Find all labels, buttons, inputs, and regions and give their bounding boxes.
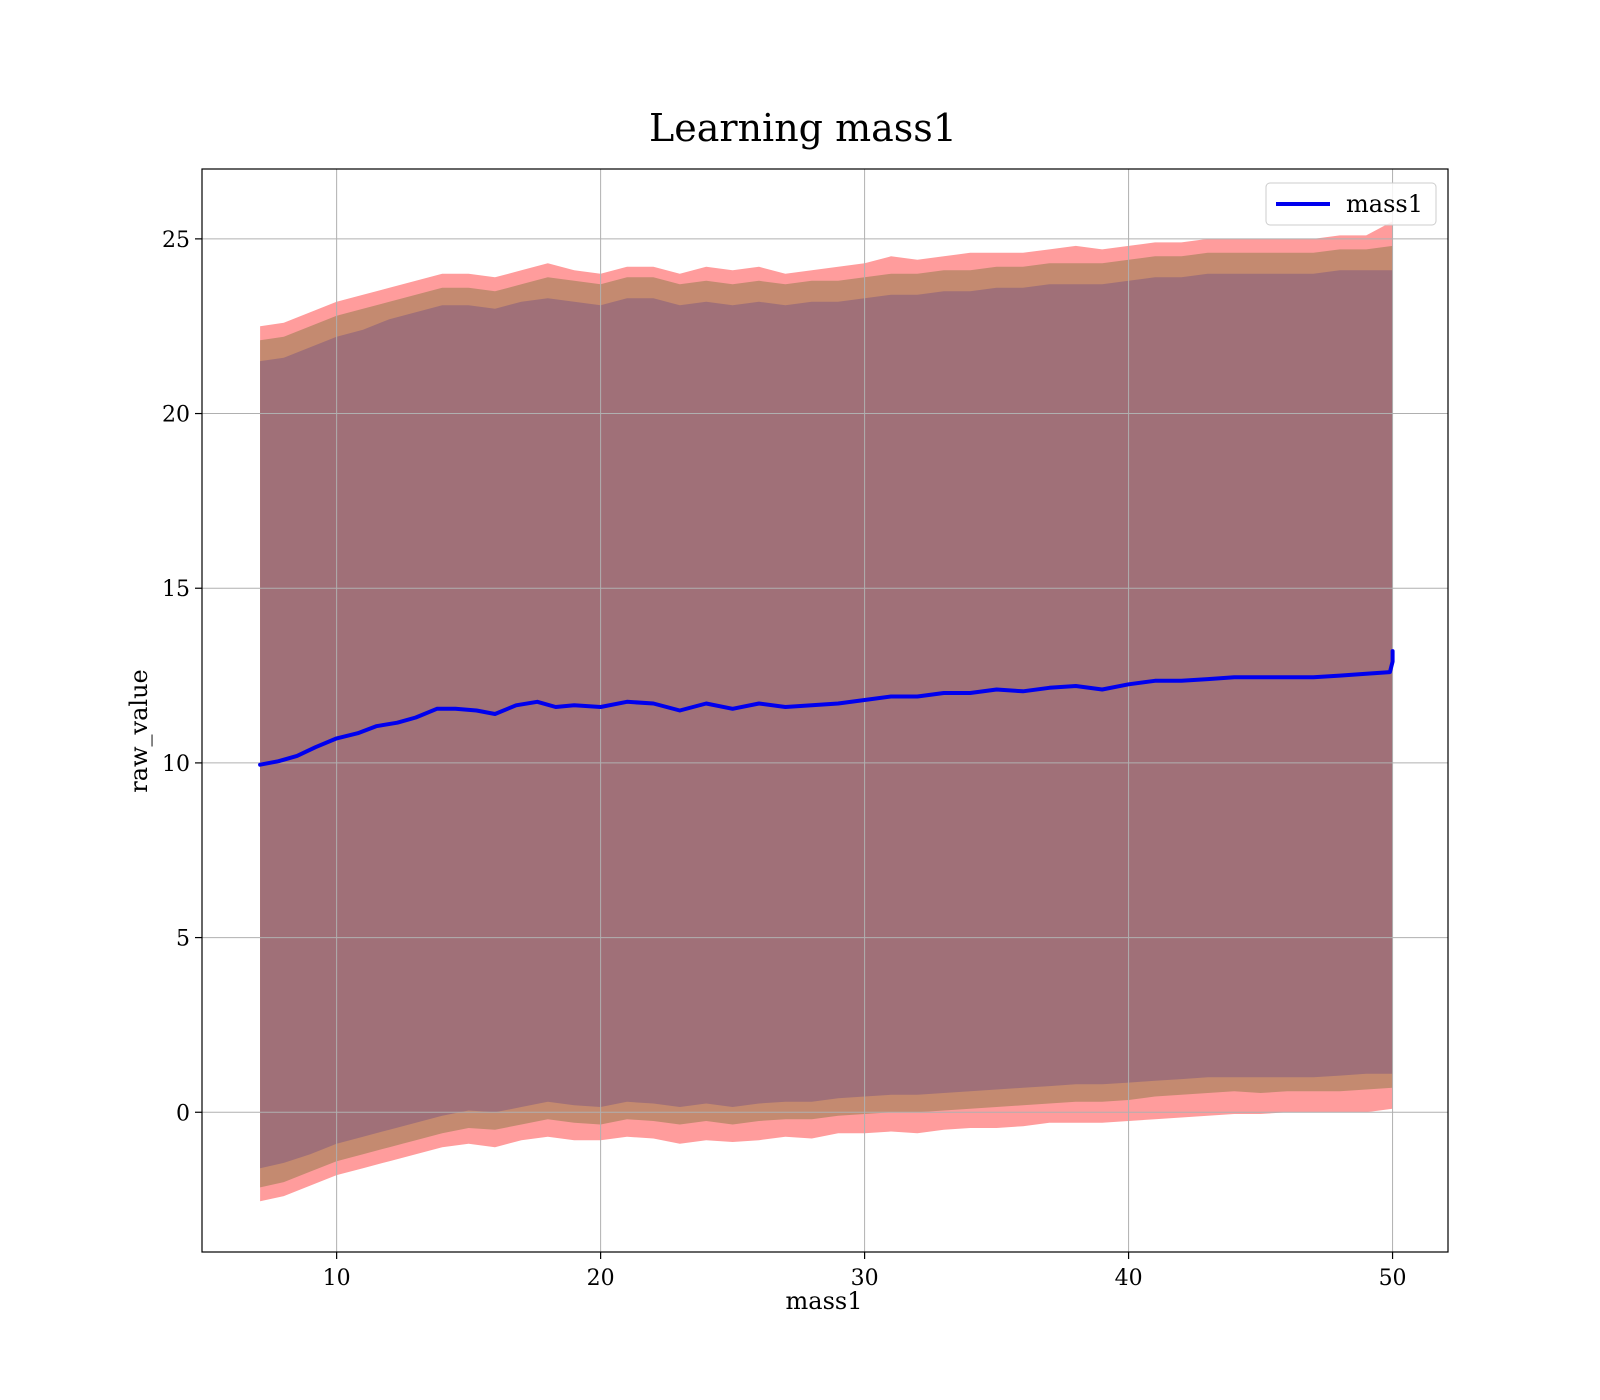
y-tick-label: 20 [162, 403, 190, 428]
y-axis-label: raw_value [125, 669, 153, 793]
confidence-bands [260, 221, 1393, 1202]
y-tick-label: 15 [162, 577, 190, 602]
y-tick-label: 10 [162, 752, 190, 777]
legend-box [1265, 182, 1437, 226]
series-line-mass1 [258, 649, 1395, 767]
x-tick-label: 30 [851, 1266, 879, 1291]
x-tick-label: 50 [1379, 1266, 1407, 1291]
y-tick-label: 0 [176, 1101, 190, 1126]
legend: mass1 [1265, 182, 1437, 226]
x-tick-label: 20 [587, 1266, 615, 1291]
x-tick-label: 10 [323, 1266, 351, 1291]
x-tick-label: 40 [1115, 1266, 1143, 1291]
y-tick-label: 5 [176, 927, 190, 952]
y-tick-label: 25 [162, 228, 190, 253]
band-inner [260, 270, 1393, 1169]
chart-title: Learning mass1 [649, 106, 957, 150]
legend-label-mass1: mass1 [1346, 190, 1423, 218]
gridlines [202, 169, 1448, 1252]
axes-frame [201, 168, 1449, 1253]
x-axis-label: mass1 [786, 1287, 863, 1315]
plot-area: 10 20 30 40 50 0 5 10 15 20 25 mass1 [162, 168, 1449, 1291]
